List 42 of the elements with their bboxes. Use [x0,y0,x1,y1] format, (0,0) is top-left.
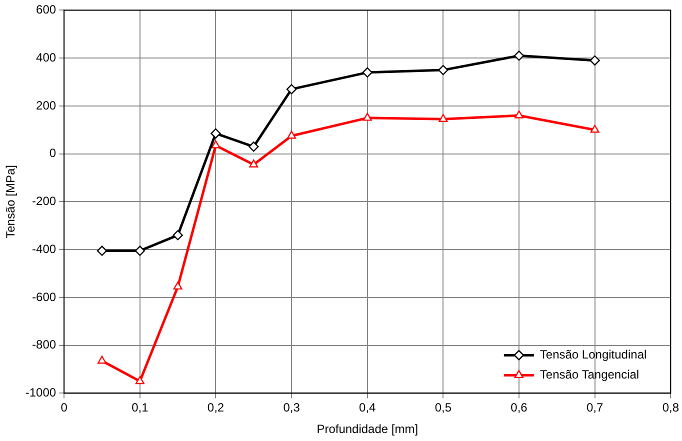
y-axis-title: Tensão [MPa] [4,165,18,238]
y-tick-label: -800 [32,338,56,352]
x-tick-label: 0,5 [434,400,452,415]
x-axis-title: Profundidade [mm] [316,422,418,436]
y-tick-label: 200 [36,98,56,112]
x-tick-label: 0,1 [132,400,149,415]
point [590,124,600,133]
point [249,159,258,168]
point [173,282,182,290]
y-tick-label: -200 [32,194,56,208]
legend-label: Tensão Longitudinal [540,348,647,362]
x-tick-label: 0,6 [510,400,528,415]
point [514,110,524,118]
point [172,230,183,240]
y-tick-label: -400 [32,242,56,256]
point [438,114,448,122]
x-tick-label: 0,3 [283,400,300,415]
x-tick-label: 0,8 [662,400,680,415]
point [287,130,296,139]
x-tick-label: 0,7 [586,400,604,415]
y-tick-label: -600 [32,290,56,304]
point [134,246,146,256]
point [362,67,372,78]
x-tick-label: 0 [60,400,68,415]
y-tick-label: 400 [36,50,56,64]
x-tick-label: 0,2 [207,400,224,415]
point [210,128,221,139]
point [135,376,144,384]
point [98,356,106,364]
x-tick-label: 0,4 [359,400,376,415]
point [590,55,600,66]
point [96,246,108,256]
legend-label: Tensão Tangencial [540,368,640,382]
y-tick-label: 600 [36,2,56,17]
y-tick-label: -1000 [25,386,56,400]
point [248,142,259,152]
point [211,140,220,148]
point [438,64,448,76]
y-tick-label: 0 [49,146,56,160]
point [514,50,524,61]
point [362,112,372,121]
point [286,84,297,94]
